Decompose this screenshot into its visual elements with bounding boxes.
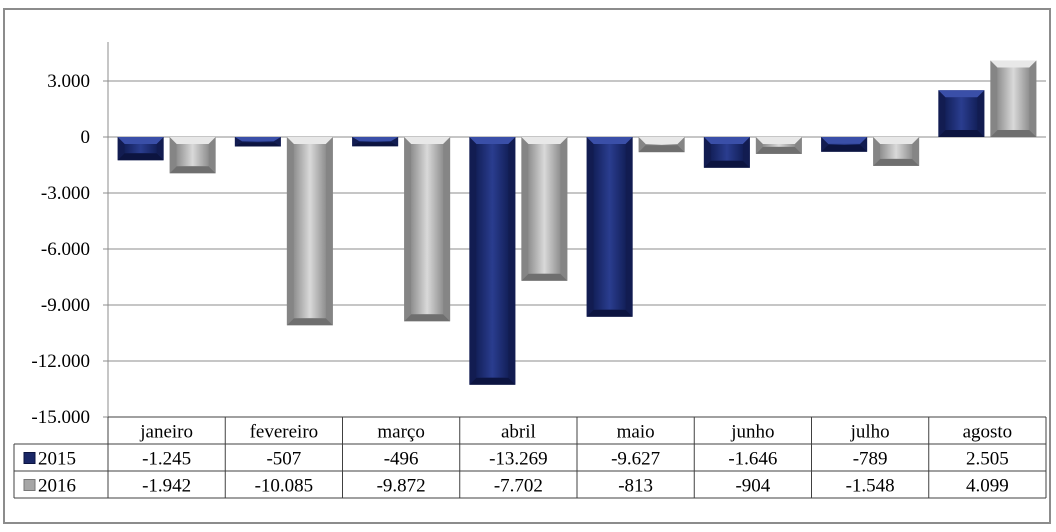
y-tick-label: -3.000 xyxy=(41,183,90,204)
grid-layer xyxy=(108,80,1046,362)
data-label-2016: -9.872 xyxy=(377,476,426,497)
category-label: fevereiro xyxy=(250,422,319,443)
data-label-2015: -507 xyxy=(266,449,301,470)
data-label-2016: -7.702 xyxy=(494,476,543,497)
bar-2016-janeiro xyxy=(169,137,216,174)
bar-2016-julho xyxy=(873,137,920,166)
bar-2015-junho xyxy=(703,137,750,168)
legend-key-2016 xyxy=(23,479,36,491)
category-label: agosto xyxy=(963,422,1013,443)
data-table: janeiro fevereiro março abril maio junho julho… xyxy=(13,416,1047,499)
data-label-2016: -904 xyxy=(735,476,770,497)
legend-label-2016: 2016 xyxy=(38,476,76,497)
bar-2016-fevereiro xyxy=(286,137,333,326)
data-label-2016: 4.099 xyxy=(966,476,1009,497)
y-tick-label: -9.000 xyxy=(41,295,90,316)
data-label-2015: -496 xyxy=(384,449,419,470)
data-label-2015: -1.245 xyxy=(142,449,191,470)
y-tick-label: -12.000 xyxy=(31,351,90,372)
data-label-2015: -9.627 xyxy=(611,449,660,470)
legend-key-2015 xyxy=(23,452,36,464)
data-label-2015: -1.646 xyxy=(728,449,777,470)
category-label: maio xyxy=(617,422,655,443)
bar-2015-julho xyxy=(821,137,868,152)
data-label-2015: 2.505 xyxy=(966,449,1009,470)
data-label-2015: -789 xyxy=(853,449,888,470)
legend-label-2015: 2015 xyxy=(38,449,76,470)
data-label-2015: -13.269 xyxy=(489,449,548,470)
category-label: julho xyxy=(850,422,890,443)
data-label-2016: -1.942 xyxy=(142,476,191,497)
bar-2015-janeiro xyxy=(117,137,164,161)
bar-2016-abril xyxy=(521,137,568,281)
data-label-2016: -813 xyxy=(618,476,653,497)
category-label: junho xyxy=(730,422,774,443)
category-label: janeiro xyxy=(139,422,193,443)
bar-2015-março xyxy=(352,137,399,147)
bar-2016-maio xyxy=(638,137,685,153)
y-tick-label: 3.000 xyxy=(47,71,90,92)
bar-2015-agosto xyxy=(938,90,985,137)
bar-2016-agosto xyxy=(990,60,1037,137)
y-tick-label: -15.000 xyxy=(31,407,90,428)
bars-layer xyxy=(117,60,1037,385)
category-label: março xyxy=(377,422,424,443)
bar-2015-fevereiro xyxy=(234,137,281,147)
y-tick-label: 0 xyxy=(81,127,91,148)
y-tick-label: -6.000 xyxy=(41,239,90,260)
bar-2016-junho xyxy=(755,137,802,154)
bar-2015-maio xyxy=(586,137,633,317)
bar-2016-março xyxy=(404,137,451,322)
category-label: abril xyxy=(501,422,536,443)
data-label-2016: -10.085 xyxy=(255,476,314,497)
axis-layer: 3.000 0 -3.000 -6.000 -9.000 -12.000 -15.000 xyxy=(31,42,109,428)
data-label-2016: -1.548 xyxy=(846,476,895,497)
bar-2015-abril xyxy=(469,137,516,385)
